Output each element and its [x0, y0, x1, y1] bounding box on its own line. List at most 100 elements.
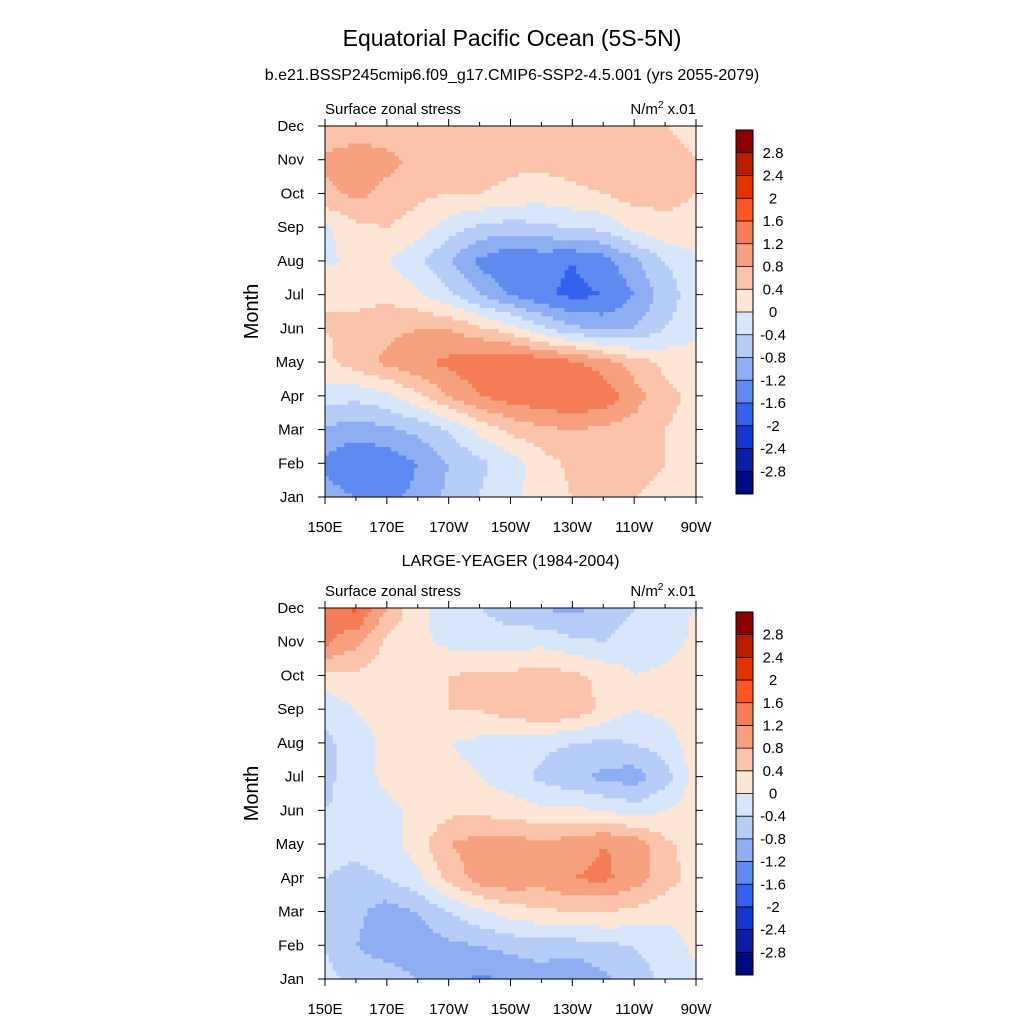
field-cell — [440, 421, 446, 426]
field-cell — [498, 429, 504, 435]
field-cell — [657, 446, 662, 452]
field-cell — [537, 290, 543, 296]
field-cell — [371, 311, 376, 317]
field-cell — [564, 345, 570, 351]
field-cell — [587, 345, 593, 351]
variable-label: Surface zonal stress — [325, 101, 461, 118]
field-cell — [545, 319, 550, 325]
field-cell — [336, 319, 342, 325]
field-cell — [352, 315, 357, 321]
field-cell — [680, 484, 685, 490]
field-cell — [437, 319, 442, 325]
field-cell — [367, 290, 372, 296]
field-cell — [363, 341, 369, 346]
field-cell — [599, 357, 604, 363]
field-cell — [672, 400, 678, 405]
field-cell — [657, 307, 662, 313]
field-cell — [359, 408, 365, 414]
field-cell — [576, 366, 581, 372]
field-cell — [545, 404, 550, 410]
field-cell — [444, 463, 450, 469]
field-cell — [491, 366, 496, 372]
field-cell — [406, 471, 411, 477]
field-cell — [429, 383, 434, 388]
field-cell — [649, 475, 655, 481]
field-cell — [487, 383, 492, 388]
field-cell — [367, 319, 372, 325]
field-cell — [386, 277, 392, 283]
field-cell — [518, 463, 523, 469]
field-cell — [398, 286, 403, 292]
field-cell — [572, 281, 577, 287]
field-cell — [599, 433, 604, 439]
field-cell — [622, 315, 628, 321]
field-cell — [340, 332, 345, 338]
field-cell — [549, 463, 554, 469]
field-cell — [641, 387, 647, 393]
field-cell — [336, 442, 342, 448]
field-cell — [692, 429, 697, 435]
field-cell — [413, 294, 419, 300]
field-cell — [410, 421, 415, 426]
field-cell — [622, 463, 628, 469]
field-cell — [371, 332, 376, 338]
field-cell — [587, 315, 593, 321]
field-cell — [429, 425, 434, 431]
field-cell — [471, 450, 477, 456]
field-cell — [603, 400, 608, 405]
field-cell — [398, 378, 403, 384]
field-cell — [688, 345, 693, 351]
field-cell — [444, 450, 450, 456]
field-cell — [529, 378, 535, 384]
field-cell — [336, 332, 342, 338]
field-cell — [386, 429, 392, 435]
field-cell — [371, 463, 376, 469]
field-cell — [471, 366, 477, 372]
field-cell — [564, 442, 570, 448]
field-cell — [572, 425, 577, 431]
field-cell — [630, 383, 635, 388]
field-cell — [672, 425, 678, 431]
field-cell — [649, 480, 655, 485]
field-cell — [390, 391, 396, 397]
field-cell — [622, 319, 628, 325]
field-cell — [467, 378, 473, 384]
field-cell — [483, 391, 488, 397]
field-cell — [325, 433, 330, 439]
field-cell — [684, 421, 689, 426]
field-cell — [417, 391, 423, 397]
field-cell — [657, 484, 662, 490]
field-cell — [634, 416, 639, 422]
field-cell — [533, 349, 539, 355]
field-cell — [560, 463, 566, 469]
field-cell — [363, 370, 369, 376]
field-cell — [553, 484, 558, 490]
field-cell — [668, 378, 674, 384]
field-cell — [680, 290, 685, 296]
field-cell — [661, 383, 666, 388]
field-cell — [386, 315, 392, 321]
field-cell — [325, 450, 330, 456]
field-cell — [437, 370, 442, 376]
field-cell — [618, 425, 624, 431]
field-cell — [444, 395, 450, 401]
field-cell — [425, 404, 430, 410]
field-cell — [545, 425, 550, 431]
field-cell — [638, 349, 643, 355]
field-cell — [610, 433, 616, 439]
field-cell — [444, 416, 450, 422]
field-cell — [653, 459, 658, 464]
field-cell — [429, 480, 434, 485]
field-cell — [638, 429, 643, 435]
field-cell — [537, 307, 543, 313]
field-cell — [514, 366, 519, 372]
field-cell — [467, 374, 473, 380]
field-cell — [545, 467, 550, 473]
field-cell — [460, 492, 465, 498]
field-cell — [425, 446, 430, 452]
field-cell — [371, 353, 376, 359]
field-cell — [680, 281, 685, 287]
field-cell — [510, 437, 515, 443]
field-cell — [382, 395, 388, 401]
field-cell — [487, 298, 492, 304]
